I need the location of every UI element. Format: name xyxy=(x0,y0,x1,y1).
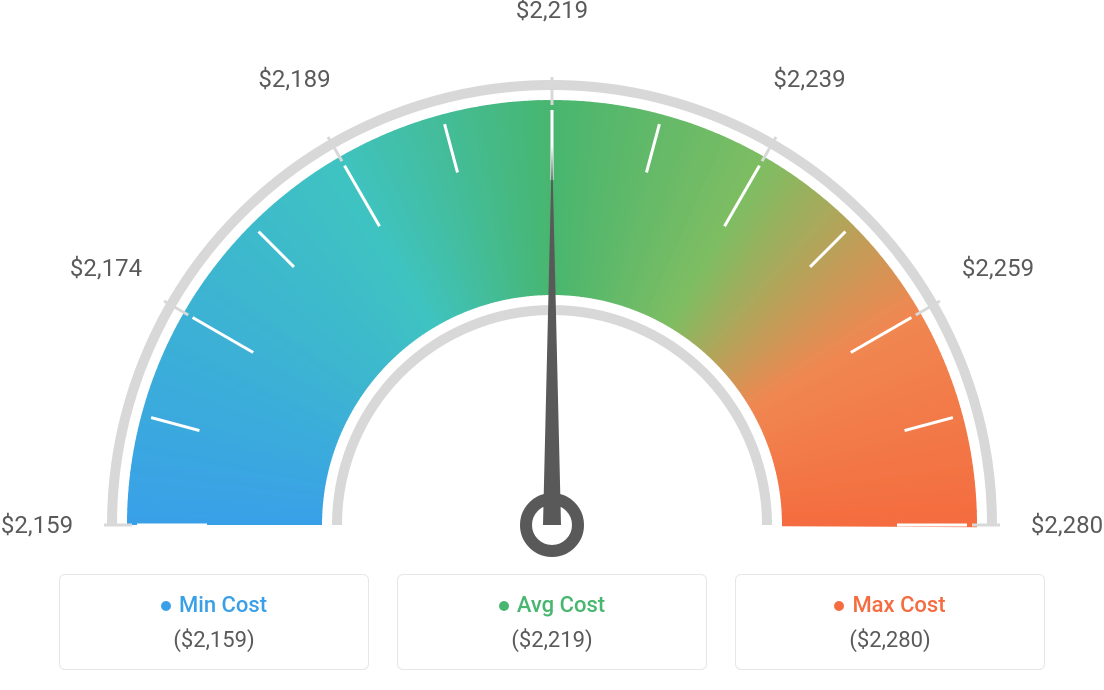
tick-label: $2,159 xyxy=(1,511,73,539)
legend-value-min: ($2,159) xyxy=(173,628,254,653)
tick-label: $2,174 xyxy=(70,254,142,282)
legend-title-min: Min Cost xyxy=(161,593,267,618)
legend-card-max: Max Cost ($2,280) xyxy=(735,574,1045,670)
legend-title-text: Avg Cost xyxy=(517,593,605,618)
dot-icon xyxy=(499,601,509,611)
tick-label: $2,219 xyxy=(516,0,588,24)
legend-value-max: ($2,280) xyxy=(849,628,930,653)
gauge-chart: $2,159 $2,174 $2,189 $2,219 $2,239 $2,259 $2,2… xyxy=(0,0,1104,560)
tick-label: $2,259 xyxy=(962,254,1034,282)
gauge-svg xyxy=(0,0,1104,560)
legend-title-max: Max Cost xyxy=(834,593,945,618)
legend-title-text: Min Cost xyxy=(179,593,267,618)
tick-label: $2,189 xyxy=(258,65,330,93)
legend-title-avg: Avg Cost xyxy=(499,593,605,618)
tick-label: $2,280 xyxy=(1031,511,1103,539)
legend-row: Min Cost ($2,159) Avg Cost ($2,219) Max … xyxy=(0,574,1104,670)
dot-icon xyxy=(834,601,844,611)
legend-title-text: Max Cost xyxy=(852,593,945,618)
legend-value-avg: ($2,219) xyxy=(511,628,592,653)
tick-label: $2,239 xyxy=(773,65,845,93)
legend-card-avg: Avg Cost ($2,219) xyxy=(397,574,707,670)
legend-card-min: Min Cost ($2,159) xyxy=(59,574,369,670)
dot-icon xyxy=(161,601,171,611)
